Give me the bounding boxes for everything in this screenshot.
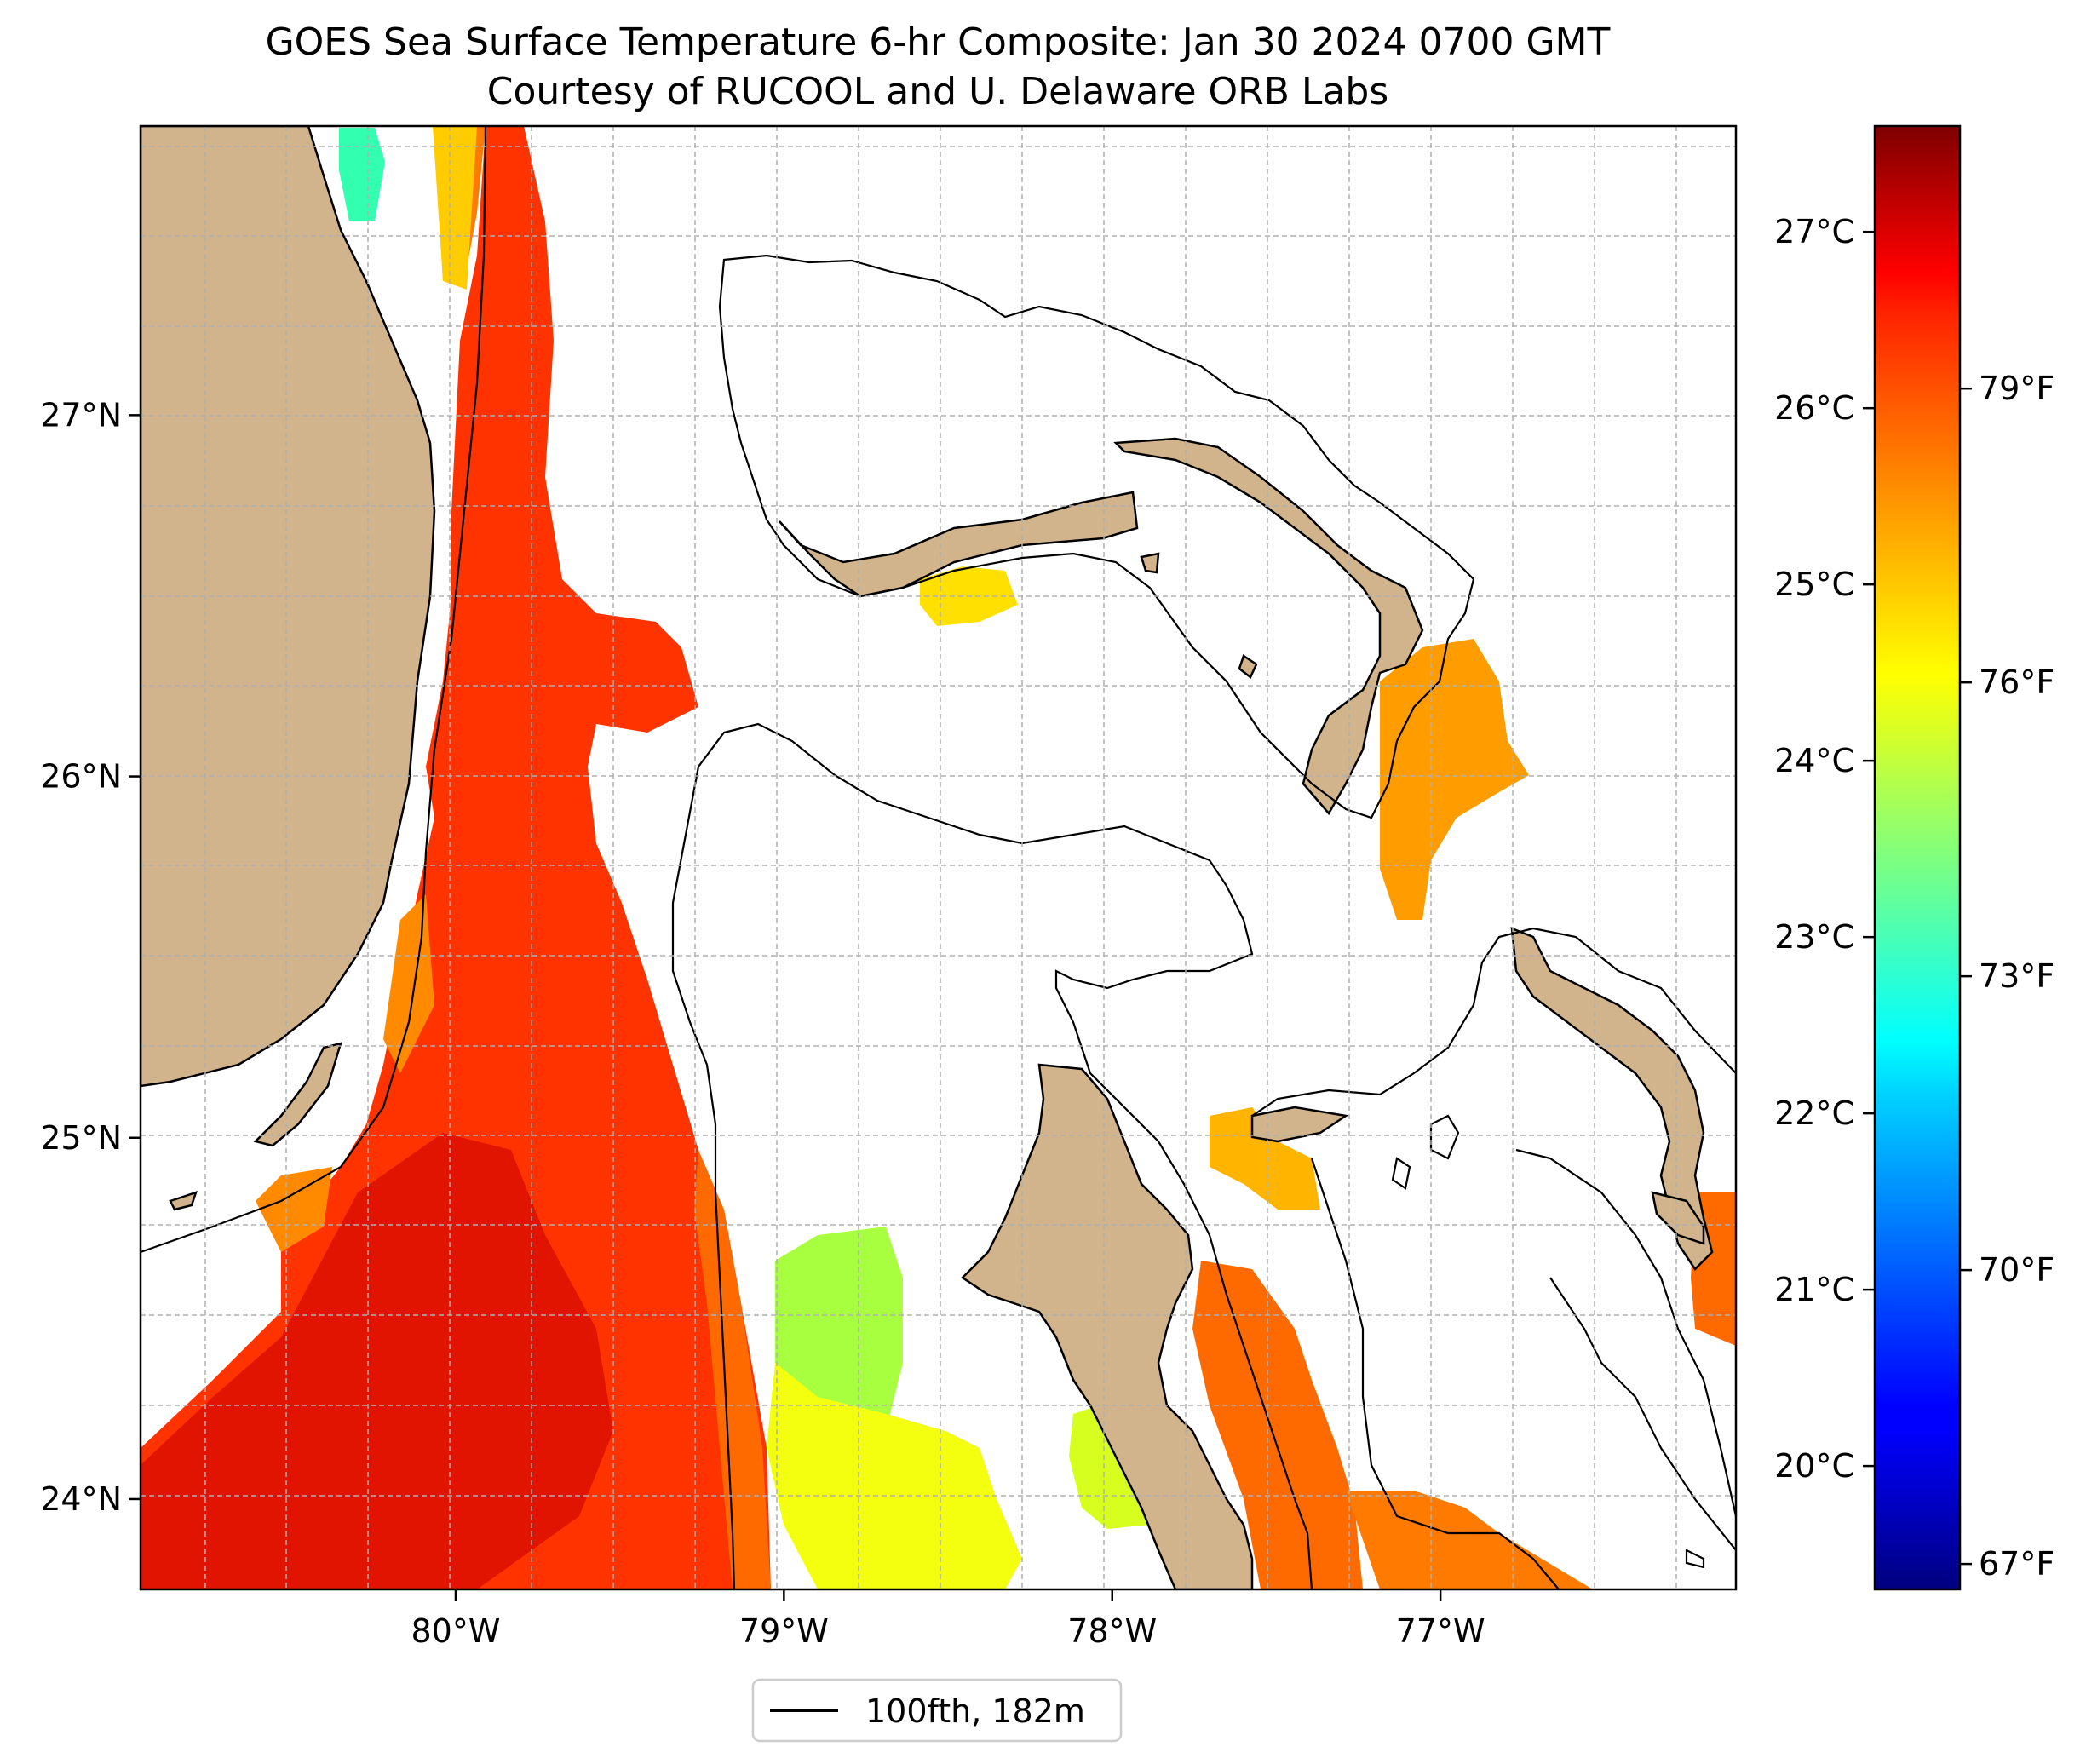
fahrenheit-tick-label: 73°F (1979, 957, 2054, 995)
celsius-tick-label: 22°C (1774, 1095, 1854, 1132)
land-berry-islands (1250, 1106, 1349, 1143)
isobath-florida-shelf (141, 126, 487, 1254)
sst-yellow-south (767, 1363, 1022, 1589)
fahrenheit-tick-label: 76°F (1979, 664, 2054, 701)
lon-tick-label: 77°W (1396, 1612, 1485, 1650)
legend: 100fth, 182m (751, 1678, 1123, 1743)
isobath-east-deep (1310, 1158, 1560, 1589)
isobath-little-bahama-bank (718, 254, 1475, 819)
land-florida-keys (253, 1042, 342, 1147)
land-florida-peninsula (141, 126, 436, 1088)
sst-orange-se-corner (1346, 1491, 1593, 1589)
land-cat-island (1651, 1191, 1705, 1245)
lat-tick-label: 26°N (40, 758, 122, 796)
isobath-great-bahama-bank-west (671, 834, 736, 1589)
land-keys-tail (169, 1191, 198, 1211)
isobath-100fth (141, 126, 1736, 1589)
isobath-se-corner (1685, 1549, 1705, 1569)
title-line2: Courtesy of RUCOOL and U. Delaware ORB L… (487, 70, 1388, 113)
sst-orange-exuma (1380, 639, 1529, 920)
land-grand-bahama (779, 491, 1139, 598)
celsius-tick-label: 26°C (1774, 389, 1854, 427)
sst-orange-east-gulf (694, 1150, 771, 1589)
celsius-tick-label: 25°C (1774, 566, 1854, 603)
land-abaco (1113, 437, 1424, 816)
celsius-tick-label: 24°C (1774, 742, 1854, 779)
land (141, 126, 1714, 1589)
land-little-islet-1 (1140, 552, 1160, 574)
fahrenheit-tick-label: 70°F (1979, 1251, 2054, 1289)
land-little-islet-2 (1238, 654, 1258, 679)
isobath-exuma-sound-south (1515, 1148, 1736, 1517)
colorbar (1873, 124, 1962, 1591)
sst-teal-patch (339, 128, 385, 221)
celsius-tick-label: 23°C (1774, 918, 1854, 956)
sst-green-yellow-west (775, 1227, 903, 1439)
sst-west-keys-orange (256, 1167, 332, 1252)
isobath-exuma-sound (1251, 927, 1736, 1117)
lon-tick-label: 79°W (739, 1612, 829, 1650)
lat-tick-label: 27°N (40, 396, 122, 434)
sst-yellowgreen-andros-east (1069, 1405, 1150, 1529)
map-panel (141, 126, 1736, 1589)
celsius-tick-label: 20°C (1774, 1447, 1854, 1485)
sst-orange-tongue-south (1192, 1261, 1363, 1589)
isobath-great-bahama-bank-north (684, 722, 1313, 1589)
lat-tick-label: 25°N (40, 1119, 122, 1157)
land-eleuthera (1510, 927, 1714, 1271)
legend-box (751, 1678, 1123, 1743)
colorbar-celsius-ticks: 20°C 21°C 22°C 23°C 24°C 25°C 26°C 27°C (1774, 213, 1875, 1485)
celsius-tick-label: 27°C (1774, 213, 1854, 250)
legend-entry-label: 100fth, 182m (865, 1692, 1085, 1730)
celsius-tick-label: 21°C (1774, 1271, 1854, 1308)
sst-orange-east-cays (1210, 1107, 1320, 1210)
lon-tick-label: 78°W (1067, 1612, 1157, 1650)
fahrenheit-tick-label: 67°F (1979, 1545, 2054, 1583)
fahrenheit-tick-label: 79°F (1979, 370, 2054, 407)
sst-yellow-edge-north (433, 126, 477, 290)
sst-gulf-stream-warm (141, 126, 771, 1589)
colorbar-fahrenheit-ticks: 67°F 70°F 73°F 76°F 79°F (1960, 370, 2054, 1583)
isobath-se-lower (1549, 1277, 1736, 1551)
map-frame (139, 124, 1738, 1591)
latitude-ticks: 24°N 25°N 26°N 27°N (40, 396, 141, 1518)
isobath-small-ring-1 (1429, 1114, 1460, 1160)
sst-deep-red-core (141, 1133, 613, 1589)
lon-tick-label: 80°W (411, 1612, 501, 1650)
longitude-ticks: 80°W 79°W 78°W 77°W (411, 1589, 1485, 1650)
lat-tick-label: 24°N (40, 1480, 122, 1518)
title-line1: GOES Sea Surface Temperature 6-hr Compos… (266, 20, 1611, 64)
land-andros (961, 1063, 1254, 1589)
isobath-small-ring-2 (1391, 1157, 1411, 1190)
